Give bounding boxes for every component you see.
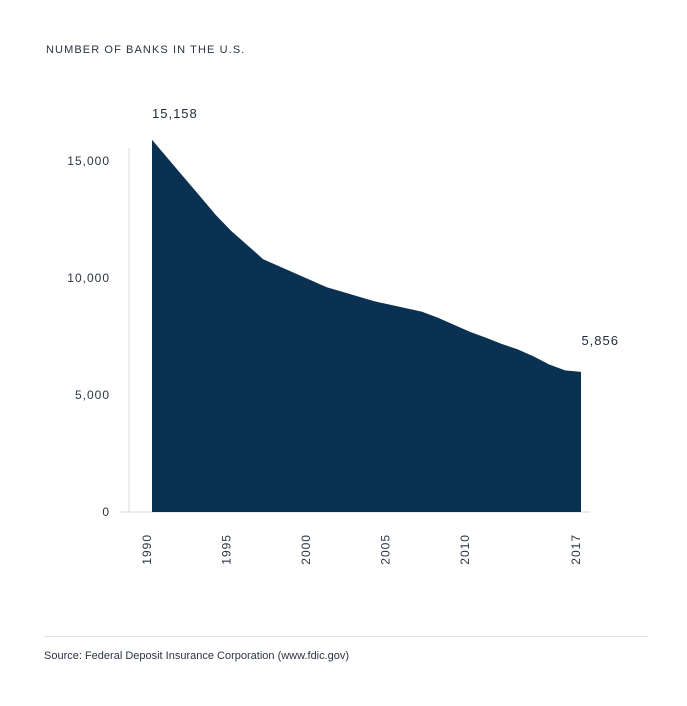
data-labels: 15,158 5,856 [152,106,619,348]
area-chart: 0 5,000 10,000 15,000 1990 1995 2000 2005 2010 2… [67,106,619,565]
x-tick-label: 1990 [140,534,154,565]
y-tick-label: 5,000 [75,388,110,402]
x-tick-label: 1995 [220,534,234,565]
y-tick-label: 15,000 [67,154,110,168]
area-series [152,139,581,513]
divider [44,636,648,637]
source-note: Source: Federal Deposit Insurance Corpor… [44,650,350,662]
x-tick-labels: 1990 1995 2000 2005 2010 2017 [140,534,583,565]
x-tick-label: 2010 [458,534,472,565]
chart-title: NUMBER OF BANKS IN THE U.S. [46,44,246,56]
x-tick-label: 2005 [379,534,393,565]
y-tick-label: 0 [102,505,110,519]
y-tick-label: 10,000 [67,271,110,285]
data-label: 15,158 [152,106,198,121]
x-tick-label: 2017 [569,534,583,565]
data-label: 5,856 [581,333,619,348]
y-tick-labels: 0 5,000 10,000 15,000 [67,154,110,519]
x-tick-label: 2000 [299,534,313,565]
